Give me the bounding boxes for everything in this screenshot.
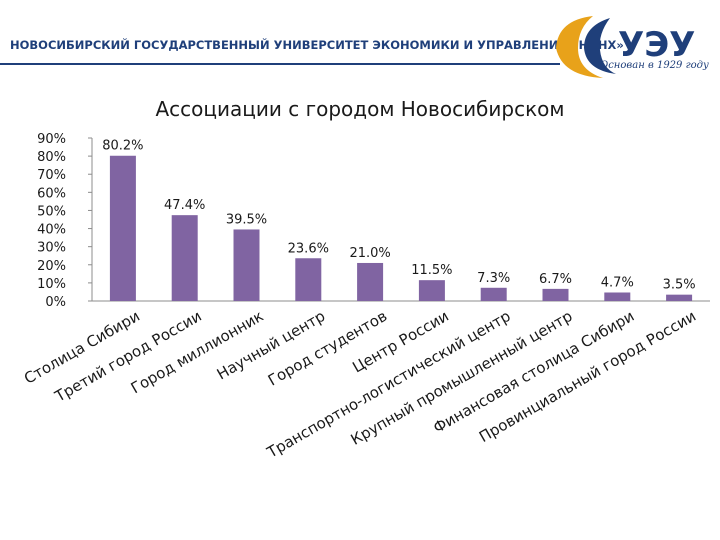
y-axis-ticks: 0% 10% 20% 30% 40% 50% 60% 70% 80% 90% xyxy=(37,132,92,310)
y-tick-label: 60% xyxy=(37,186,66,201)
bar xyxy=(604,292,631,301)
y-tick-label: 20% xyxy=(37,259,66,274)
university-name: НОВОСИБИРСКИЙ ГОСУДАРСТВЕННЫЙ УНИВЕРСИТЕ… xyxy=(10,38,624,52)
logo-tagline: Основан в 1929 году xyxy=(600,60,709,71)
bar xyxy=(357,262,384,301)
y-tick-label: 50% xyxy=(37,204,66,219)
data-label: 4.7% xyxy=(601,275,634,290)
data-label: 23.6% xyxy=(288,241,329,256)
data-label: 47.4% xyxy=(164,198,205,213)
bar xyxy=(666,294,693,301)
y-tick-label: 0% xyxy=(45,295,66,310)
data-label: 7.3% xyxy=(477,271,510,286)
header-divider xyxy=(0,63,560,65)
data-label: 21.0% xyxy=(349,246,390,261)
bar xyxy=(480,287,507,301)
data-label: 6.7% xyxy=(539,272,572,287)
bar-series xyxy=(109,155,693,301)
data-label: 11.5% xyxy=(411,263,452,278)
y-tick-label: 30% xyxy=(37,241,66,256)
bar xyxy=(542,288,569,301)
chart-title: Ассоциации с городом Новосибирском xyxy=(155,97,565,121)
bar xyxy=(109,155,136,301)
university-logo: УЭУ xyxy=(556,16,695,78)
y-tick-label: 10% xyxy=(37,277,66,292)
bar xyxy=(295,258,322,301)
y-tick-label: 90% xyxy=(37,132,66,147)
y-tick-label: 70% xyxy=(37,168,66,183)
svg-text:УЭУ: УЭУ xyxy=(618,25,695,65)
data-label: 80.2% xyxy=(102,139,143,154)
data-label: 3.5% xyxy=(663,278,696,293)
bar xyxy=(418,280,445,301)
data-label: 39.5% xyxy=(226,212,267,227)
data-labels: 80.2% 47.4% 39.5% 23.6% 21.0% 11.5% 7.3% 6.7% 4.… xyxy=(102,139,695,293)
header-band: НОВОСИБИРСКИЙ ГОСУДАРСТВЕННЫЙ УНИВЕРСИТЕ… xyxy=(0,0,720,92)
y-tick-label: 80% xyxy=(37,150,66,165)
bar xyxy=(171,215,198,301)
bar xyxy=(233,229,260,301)
y-tick-label: 40% xyxy=(37,223,66,238)
